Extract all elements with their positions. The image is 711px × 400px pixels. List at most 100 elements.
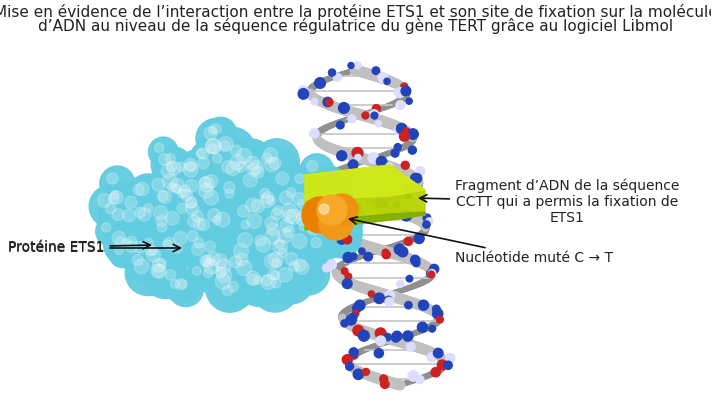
- Circle shape: [295, 261, 309, 274]
- Circle shape: [323, 97, 333, 107]
- Circle shape: [405, 302, 412, 309]
- Circle shape: [306, 161, 318, 172]
- Circle shape: [166, 178, 196, 207]
- Circle shape: [112, 231, 126, 245]
- Circle shape: [227, 251, 274, 298]
- Text: Protéine ETS1: Protéine ETS1: [8, 241, 181, 255]
- Circle shape: [235, 164, 278, 208]
- Circle shape: [358, 330, 369, 341]
- Circle shape: [249, 160, 263, 174]
- Circle shape: [370, 110, 379, 119]
- Circle shape: [195, 181, 240, 227]
- Circle shape: [257, 208, 297, 249]
- Circle shape: [254, 276, 262, 284]
- Circle shape: [207, 148, 236, 177]
- Circle shape: [218, 137, 233, 152]
- Circle shape: [345, 273, 352, 280]
- Circle shape: [268, 269, 278, 280]
- Circle shape: [204, 175, 218, 188]
- Circle shape: [151, 146, 188, 183]
- Circle shape: [264, 157, 279, 172]
- Circle shape: [336, 121, 344, 129]
- Circle shape: [376, 336, 385, 346]
- Circle shape: [151, 182, 191, 222]
- Circle shape: [264, 254, 279, 269]
- Circle shape: [327, 202, 340, 215]
- Circle shape: [289, 261, 299, 272]
- Circle shape: [392, 331, 402, 341]
- Circle shape: [296, 212, 309, 225]
- Circle shape: [207, 252, 220, 265]
- Circle shape: [286, 251, 325, 290]
- Circle shape: [159, 154, 171, 165]
- Circle shape: [423, 221, 430, 228]
- Polygon shape: [305, 212, 425, 230]
- Circle shape: [154, 206, 168, 220]
- Circle shape: [97, 194, 111, 207]
- Circle shape: [164, 238, 176, 249]
- Circle shape: [282, 203, 296, 218]
- Circle shape: [197, 148, 208, 159]
- Circle shape: [204, 241, 215, 252]
- Circle shape: [168, 183, 177, 192]
- Circle shape: [378, 73, 388, 83]
- Circle shape: [432, 308, 443, 319]
- Circle shape: [203, 121, 229, 147]
- Circle shape: [281, 182, 309, 211]
- Circle shape: [198, 252, 225, 280]
- Circle shape: [372, 67, 380, 74]
- Circle shape: [437, 316, 443, 323]
- Circle shape: [166, 161, 176, 171]
- Circle shape: [204, 126, 217, 140]
- Circle shape: [426, 218, 433, 225]
- Circle shape: [385, 163, 393, 170]
- Circle shape: [280, 219, 294, 232]
- Circle shape: [139, 198, 166, 225]
- Circle shape: [255, 269, 288, 301]
- Circle shape: [283, 224, 329, 271]
- Circle shape: [127, 174, 169, 216]
- Circle shape: [267, 200, 296, 229]
- Circle shape: [262, 153, 272, 164]
- Circle shape: [284, 226, 294, 237]
- Circle shape: [325, 178, 336, 189]
- Circle shape: [298, 89, 309, 99]
- Circle shape: [102, 183, 143, 224]
- Circle shape: [203, 268, 213, 278]
- Circle shape: [178, 189, 214, 225]
- Circle shape: [208, 250, 252, 295]
- Circle shape: [117, 188, 156, 227]
- Circle shape: [134, 259, 149, 274]
- Circle shape: [380, 375, 387, 383]
- Circle shape: [239, 155, 279, 196]
- Circle shape: [157, 222, 167, 232]
- Circle shape: [296, 210, 308, 221]
- Circle shape: [320, 216, 362, 258]
- Circle shape: [198, 184, 213, 198]
- Circle shape: [274, 201, 317, 244]
- Circle shape: [206, 138, 221, 154]
- Circle shape: [283, 255, 314, 287]
- Circle shape: [394, 144, 401, 151]
- Circle shape: [348, 115, 356, 123]
- Circle shape: [395, 244, 405, 254]
- Circle shape: [262, 275, 272, 286]
- Circle shape: [429, 325, 436, 332]
- Circle shape: [341, 268, 348, 274]
- Circle shape: [352, 310, 359, 317]
- Circle shape: [356, 200, 365, 209]
- Circle shape: [120, 230, 152, 262]
- Circle shape: [362, 112, 369, 119]
- Circle shape: [117, 233, 144, 261]
- Circle shape: [260, 243, 305, 289]
- Circle shape: [277, 245, 316, 284]
- Circle shape: [414, 233, 424, 244]
- Circle shape: [333, 191, 343, 202]
- Circle shape: [255, 235, 266, 246]
- Circle shape: [171, 280, 179, 288]
- Circle shape: [159, 153, 201, 196]
- Circle shape: [153, 264, 166, 278]
- Circle shape: [109, 193, 119, 204]
- Circle shape: [401, 83, 408, 90]
- Circle shape: [311, 98, 318, 105]
